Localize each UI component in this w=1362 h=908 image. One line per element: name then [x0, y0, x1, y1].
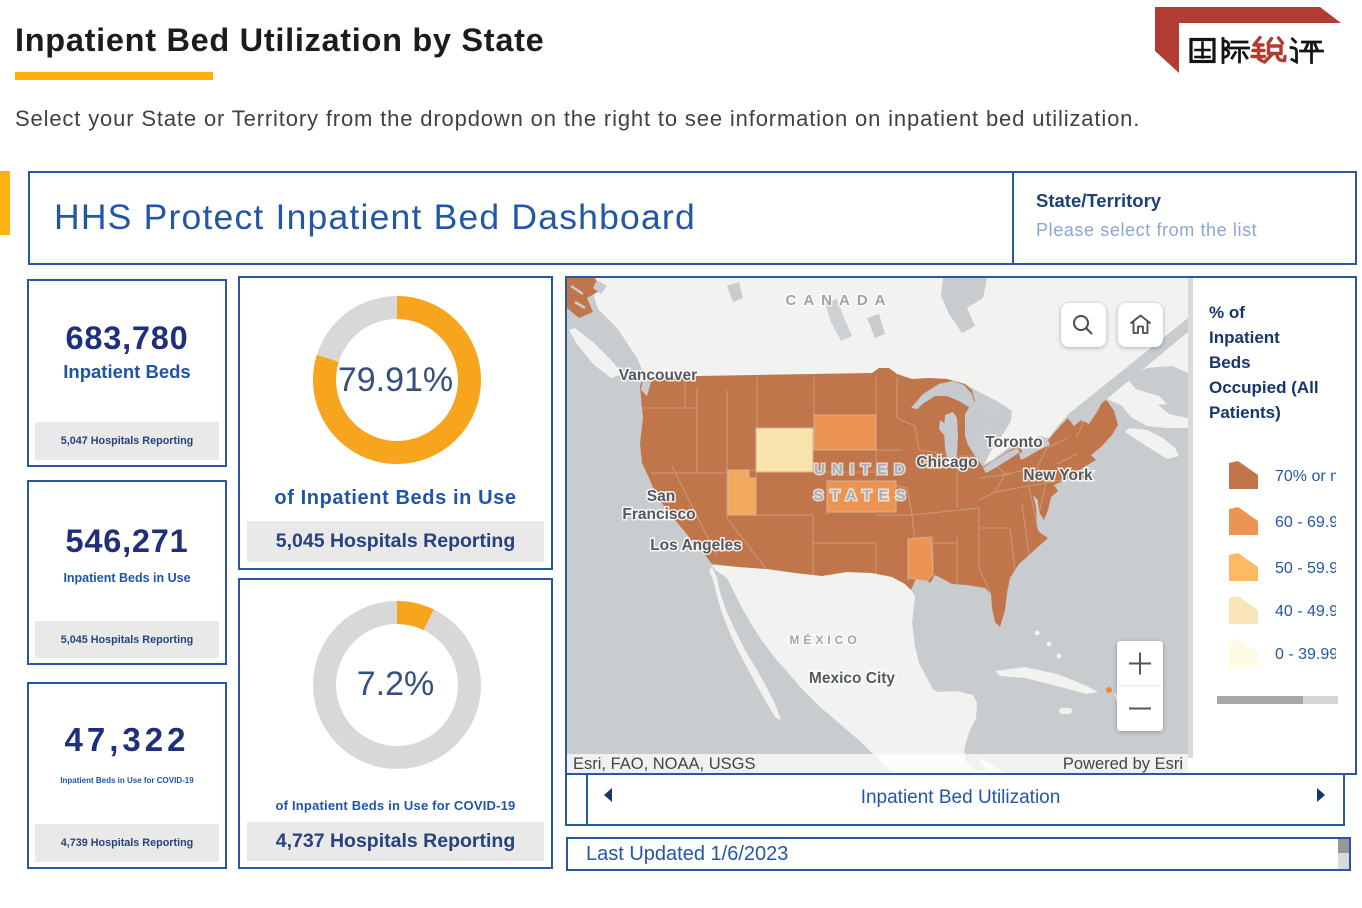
svg-text:Mexico City: Mexico City [809, 670, 896, 687]
svg-text:STATES: STATES [814, 487, 913, 504]
svg-text:Toronto: Toronto [985, 434, 1042, 451]
svg-text:MÉXICO: MÉXICO [789, 632, 860, 647]
svg-text:UNITED: UNITED [814, 461, 912, 478]
svg-text:Vancouver: Vancouver [619, 367, 697, 384]
svg-text:Esri, FAO, NOAA, USGS: Esri, FAO, NOAA, USGS [573, 755, 755, 773]
svg-text:San: San [647, 488, 675, 505]
svg-text:Chicago: Chicago [916, 454, 977, 471]
svg-text:Francisco: Francisco [622, 506, 695, 523]
svg-text:New York: New York [1023, 467, 1093, 484]
svg-text:Los Angeles: Los Angeles [650, 537, 742, 554]
svg-text:Powered by Esri: Powered by Esri [1063, 755, 1183, 773]
svg-text:CANADA: CANADA [786, 292, 893, 309]
